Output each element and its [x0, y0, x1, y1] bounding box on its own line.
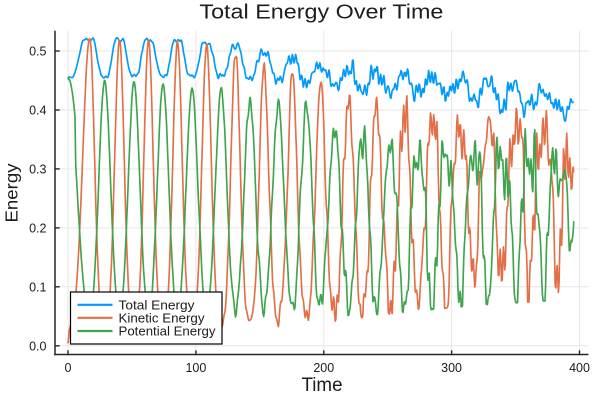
svg-text:300: 300: [441, 361, 462, 375]
svg-text:0.5: 0.5: [29, 45, 46, 59]
svg-text:400: 400: [569, 361, 590, 375]
svg-text:0.3: 0.3: [29, 162, 46, 176]
svg-text:Kinetic Energy: Kinetic Energy: [119, 311, 206, 326]
svg-text:100: 100: [185, 361, 206, 375]
svg-text:Time: Time: [302, 374, 343, 396]
svg-text:200: 200: [313, 361, 334, 375]
svg-text:0: 0: [65, 361, 72, 375]
svg-text:0.0: 0.0: [29, 339, 46, 353]
svg-text:0.2: 0.2: [29, 221, 46, 235]
svg-text:Total Energy Over Time: Total Energy Over Time: [199, 1, 443, 23]
svg-text:Potential Energy: Potential Energy: [119, 324, 216, 339]
svg-text:Total Energy: Total Energy: [119, 298, 196, 313]
svg-text:0.4: 0.4: [29, 104, 46, 118]
svg-text:Energy: Energy: [1, 163, 21, 222]
svg-text:0.1: 0.1: [29, 280, 46, 294]
